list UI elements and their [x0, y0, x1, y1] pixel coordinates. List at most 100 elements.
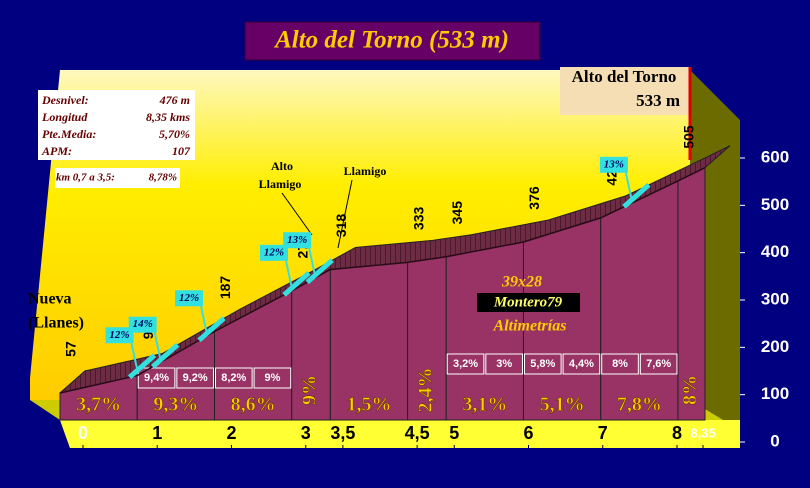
sub-grade-box: [523, 353, 562, 375]
ramp-box: [599, 156, 628, 173]
grade-label: 2,4%: [415, 368, 437, 413]
village-name: Llamigo: [344, 164, 387, 178]
sub-grade-box: [176, 367, 214, 389]
ramp-label: 12%: [109, 329, 129, 341]
stats-box: [38, 90, 195, 160]
stat-value: 5,70%: [159, 127, 190, 141]
ramp-leader: [285, 260, 293, 290]
stat-label: Desnivel:: [41, 93, 89, 107]
sub-grade-label: 8,2%: [221, 372, 246, 384]
summit-box: [560, 67, 690, 115]
summit-name: Alto del Torno: [572, 67, 677, 86]
sub-grade-label: 8%: [612, 358, 628, 370]
sub-grade-label: 3%: [496, 358, 512, 370]
ramp-mark: [127, 353, 157, 380]
credit-box: [477, 293, 580, 312]
y-tick-label: 300: [761, 289, 789, 308]
ramp-leader: [200, 306, 209, 335]
sub-grade-label: 9,4%: [144, 372, 169, 384]
ramp-leader: [153, 332, 162, 361]
sub-grade-label: 5,8%: [530, 358, 555, 370]
grade-label: 9,3%: [153, 394, 198, 416]
ramp-box: [105, 327, 134, 344]
altitude-label: 505: [681, 125, 697, 149]
sub-grade-box: [446, 353, 485, 375]
sub-grade-box: [601, 353, 639, 375]
sub-grade-box: [485, 353, 523, 375]
x-tick-label: 2: [226, 423, 236, 443]
ramp-mark: [305, 258, 334, 285]
stat-value: 8,35 kms: [146, 110, 190, 124]
ramp-mark: [197, 316, 226, 343]
chart-title: Alto del Torno (533 m): [273, 27, 509, 54]
title-box: [244, 21, 541, 61]
leader: [281, 192, 313, 236]
pass-name: Llamigo: [259, 177, 302, 191]
floor-front: [60, 420, 740, 448]
sub-grade-box: [214, 367, 253, 389]
leader: [337, 179, 353, 249]
start-name: Nueva: [28, 291, 72, 308]
y-tick-label: 400: [761, 242, 789, 261]
grade-label: 5,1%: [540, 394, 585, 416]
x-tick-label: 3,5: [330, 423, 355, 443]
ramp-leader: [308, 248, 317, 277]
sub-grade-box: [253, 367, 292, 389]
summit-altitude: 533 m: [636, 91, 680, 110]
x-tick-label: 1: [152, 423, 162, 443]
altitude-label: 345: [449, 201, 465, 225]
credit-gear: 39x28: [501, 274, 542, 291]
y-tick-label: 600: [761, 147, 789, 166]
sub-grade-box: [137, 367, 176, 389]
steep-label: km 0,7 a 3,5:: [56, 172, 115, 184]
sub-grade-label: 7,6%: [646, 358, 671, 370]
altitude-label: 57: [63, 341, 79, 357]
ramp-label: 14%: [133, 318, 153, 330]
ramp-box: [175, 290, 204, 307]
ramp-label: 12%: [264, 246, 284, 258]
stat-label: APM:: [41, 144, 72, 158]
y-tick-label: 100: [761, 384, 789, 403]
stat-label: Longitud: [41, 110, 88, 124]
stat-value: 107: [172, 144, 191, 158]
sub-grade-label: 4,4%: [569, 358, 594, 370]
ramp-label: 13%: [604, 158, 624, 170]
ramp-leader: [624, 172, 633, 202]
ramp-label: 12%: [179, 292, 199, 304]
x-tick-label: 6: [524, 423, 534, 443]
segment-face: [600, 180, 679, 421]
stat-value: 476 m: [159, 93, 190, 107]
grade-label: 1,5%: [346, 394, 391, 416]
ramp-mark: [622, 182, 651, 209]
ramp-mark: [151, 342, 180, 369]
x-tick-label: 8: [672, 423, 682, 443]
altitude-label: 318: [333, 214, 349, 238]
x-tick-label: 8,35: [690, 425, 715, 440]
pass-name: Alto: [271, 159, 293, 173]
sub-grade-box: [639, 353, 678, 375]
grade-label: 8%: [679, 375, 701, 405]
altitude-label: 187: [217, 276, 233, 300]
x-tick-label: 5: [449, 423, 459, 443]
x-tick-label: 4,5: [405, 423, 430, 443]
y-tick-label: 0: [770, 431, 779, 450]
grade-label: 3,1%: [462, 394, 507, 416]
y-tick-label: 200: [761, 337, 789, 356]
steep-value: 8,78%: [149, 172, 177, 184]
grade-label: 8,6%: [231, 394, 276, 416]
altitude-label: 376: [526, 186, 542, 210]
steep-box: [55, 168, 180, 188]
ramp-box: [283, 232, 312, 249]
ramp-box: [128, 316, 157, 333]
ramp-label: 13%: [287, 234, 307, 246]
ramp-box: [260, 244, 289, 261]
grade-label: 3,7%: [76, 394, 121, 416]
sub-grade-label: 9%: [264, 372, 280, 384]
credit-author: Montero79: [493, 294, 563, 310]
grade-label: 7,8%: [617, 394, 662, 416]
sub-grade-box: [562, 353, 601, 375]
ramp-mark: [282, 270, 311, 297]
sub-grade-label: 9,2%: [183, 372, 208, 384]
x-tick-label: 7: [598, 423, 608, 443]
